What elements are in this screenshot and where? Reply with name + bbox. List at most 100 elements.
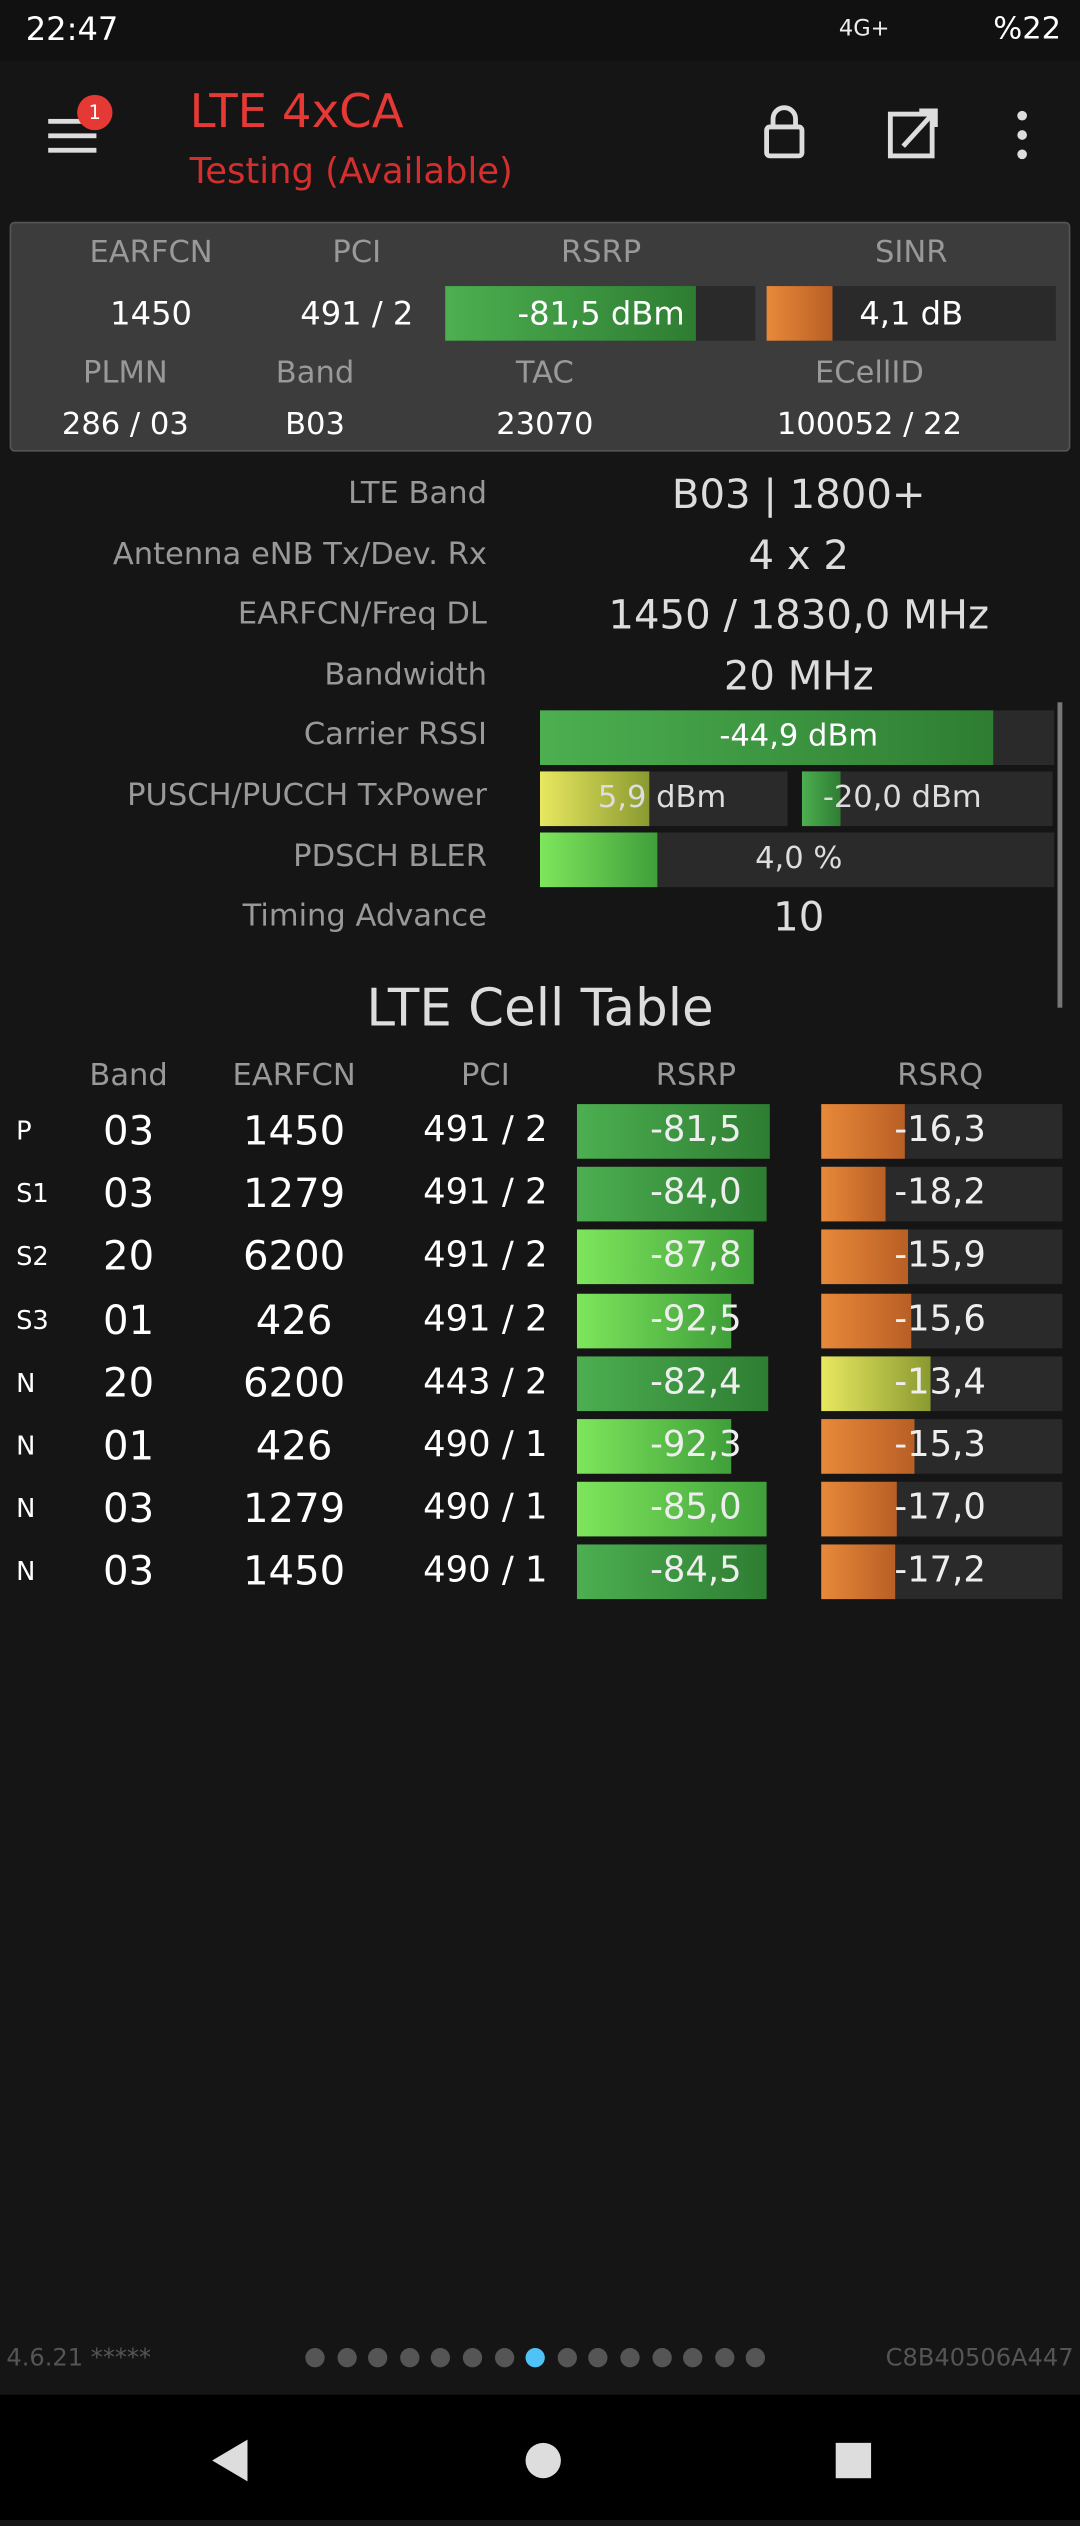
cell-rsrq: -15,9 xyxy=(894,1236,986,1277)
page-dot xyxy=(431,2348,451,2368)
page-dot xyxy=(462,2348,483,2368)
page-dot xyxy=(588,2348,609,2368)
cell-type: N xyxy=(16,1493,36,1524)
cell-band: 20 xyxy=(103,1233,155,1280)
summary-label: PLMN xyxy=(83,355,168,391)
page-dot xyxy=(683,2348,703,2368)
column-header: EARFCN xyxy=(232,1057,356,1093)
summary-label: ECellID xyxy=(815,355,924,391)
nav-icons xyxy=(212,2439,872,2482)
cell-pci: 490 / 1 xyxy=(423,1551,548,1592)
column-header: PCI xyxy=(460,1057,510,1093)
bar xyxy=(576,1482,767,1537)
cell-band: 03 xyxy=(103,1170,155,1217)
cell-earfcn: 426 xyxy=(255,1296,333,1343)
summary-label: EARFCN xyxy=(89,234,213,270)
summary-value: 23070 xyxy=(496,406,594,442)
bar xyxy=(801,771,841,827)
cell-rsrp: -92,5 xyxy=(650,1299,742,1340)
cell-type: S2 xyxy=(16,1241,49,1272)
bar xyxy=(821,1356,931,1411)
cell-rsrq: -16,3 xyxy=(894,1110,986,1151)
summary-label: RSRP xyxy=(560,234,642,270)
bar xyxy=(445,286,696,341)
subtitle: Testing (Available) xyxy=(189,152,513,193)
page-dot xyxy=(494,2348,514,2368)
cell-band: 03 xyxy=(103,1107,155,1154)
detail-value: -44,9 dBm xyxy=(719,719,879,755)
bar xyxy=(821,1293,912,1348)
bar xyxy=(576,1293,732,1348)
bar xyxy=(576,1356,769,1411)
cell-pci: 491 / 2 xyxy=(423,1236,548,1277)
detail-value: 4,0 % xyxy=(755,839,843,876)
cell-band: 01 xyxy=(103,1422,155,1469)
summary-value: 286 / 03 xyxy=(61,406,189,442)
detail-value: 4 x 2 xyxy=(748,531,849,578)
cell-pci: 443 / 2 xyxy=(423,1362,548,1403)
bar xyxy=(576,1104,770,1159)
cell-rsrp: -87,8 xyxy=(650,1236,742,1277)
cell-pci: 491 / 2 xyxy=(423,1173,548,1214)
cell-rsrq: -15,3 xyxy=(894,1425,986,1466)
bar-track xyxy=(801,771,1053,827)
page-dot xyxy=(336,2348,357,2368)
cell-rsrq: -13,4 xyxy=(894,1362,986,1403)
summary-label: Band xyxy=(275,355,355,391)
badge: 1 xyxy=(77,94,113,131)
cell-type: N xyxy=(16,1556,36,1587)
cell-band: 01 xyxy=(103,1296,155,1343)
cell-earfcn: 6200 xyxy=(242,1233,346,1280)
detail-value: 20 MHz xyxy=(723,652,874,699)
page-dot xyxy=(557,2348,577,2368)
toolbar-icons[interactable] xyxy=(755,103,1044,167)
cell-earfcn: 1279 xyxy=(242,1170,346,1217)
bar xyxy=(539,831,658,887)
cell-rsrq: -18,2 xyxy=(894,1173,986,1214)
cell-type: S1 xyxy=(16,1178,49,1209)
bar xyxy=(821,1104,905,1159)
bar xyxy=(576,1230,754,1285)
summary-value: 1450 xyxy=(110,294,192,333)
bar xyxy=(821,1482,897,1537)
detail-label: Timing Advance xyxy=(242,898,487,935)
cell-rsrp: -84,0 xyxy=(650,1173,742,1214)
cell-pci: 490 / 1 xyxy=(423,1425,548,1466)
cell-band: 03 xyxy=(103,1485,155,1532)
bar xyxy=(821,1230,909,1285)
detail-label: PDSCH BLER xyxy=(293,838,487,874)
clock: 22:47 xyxy=(25,9,119,49)
title: LTE 4xCA xyxy=(189,83,404,139)
cell-rsrp: -81,5 xyxy=(650,1110,742,1151)
summary-value: 4,1 dB xyxy=(859,294,964,333)
cell-band: 20 xyxy=(103,1359,155,1406)
cell-type: N xyxy=(16,1430,36,1461)
table-title: LTE Cell Table xyxy=(366,977,714,1039)
summary-value: B03 xyxy=(285,406,345,442)
cell-rsrp: -84,5 xyxy=(650,1551,742,1592)
summary-value: 491 / 2 xyxy=(300,294,414,333)
bar xyxy=(576,1419,732,1474)
bar xyxy=(539,710,994,766)
cell-rsrp: -82,4 xyxy=(650,1362,742,1403)
detail-value: B03 | 1800+ xyxy=(671,470,926,518)
menu-button[interactable] xyxy=(45,112,103,160)
battery: %22 xyxy=(993,11,1062,47)
detail-value: 1450 / 1830,0 MHz xyxy=(608,591,990,639)
page-dot xyxy=(746,2348,766,2368)
page-dot xyxy=(368,2348,388,2368)
detail-value: 10 xyxy=(773,893,825,941)
cell-rsrq: -17,2 xyxy=(894,1551,986,1592)
cell-earfcn: 426 xyxy=(255,1422,333,1469)
bar xyxy=(821,1167,886,1222)
detail-label: Bandwidth xyxy=(324,656,487,693)
device-id: C8B40506A447 xyxy=(885,2343,1074,2373)
detail-value: 5,9 dBm xyxy=(597,779,727,815)
bar xyxy=(539,771,650,827)
bar xyxy=(766,286,833,341)
cell-rsrq: -15,6 xyxy=(894,1299,986,1340)
cell-pci: 491 / 2 xyxy=(423,1110,548,1151)
cell-rsrq: -17,0 xyxy=(894,1488,986,1529)
page-dot xyxy=(714,2348,735,2368)
